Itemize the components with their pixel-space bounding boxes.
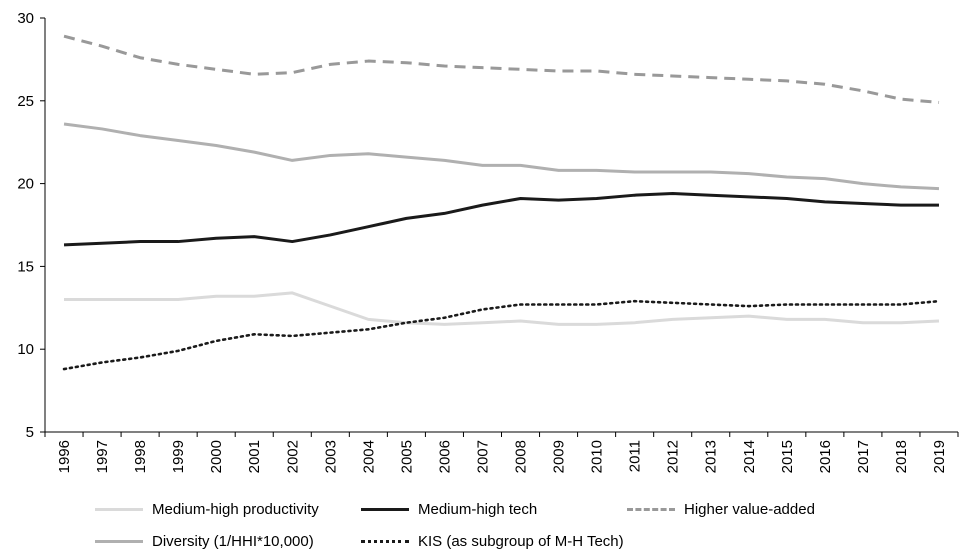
x-tick-label: 2013 <box>703 440 720 473</box>
series-layer <box>62 34 941 371</box>
y-tick-label: 5 <box>26 424 34 441</box>
series-line-medium-high-tech <box>63 192 939 247</box>
x-tick-label: 2015 <box>779 440 796 473</box>
x-tick-label: 2014 <box>741 440 758 473</box>
x-tick-label: 2003 <box>322 440 339 473</box>
series-line-diversity-1-hhi-10-000 <box>63 122 940 191</box>
x-tick-label: 2002 <box>284 440 301 473</box>
y-tick-label: 30 <box>17 10 34 27</box>
x-tick-label: 2012 <box>665 440 682 473</box>
x-tick-label: 1999 <box>170 440 187 473</box>
x-tick-label: 2018 <box>893 440 910 473</box>
axes: 5 10 15 20 25 30 1996 1997 1998 1999 2000 2001 2002 2… <box>17 10 959 473</box>
x-tick-label: 1996 <box>56 440 73 473</box>
y-tick-label: 15 <box>17 258 34 275</box>
x-tick-label: 2006 <box>436 440 453 473</box>
x-tick-label: 2000 <box>208 440 225 473</box>
y-tick-label: 25 <box>17 93 34 110</box>
y-tick-label: 10 <box>17 341 34 358</box>
x-tick-label: 2007 <box>474 440 491 473</box>
x-tick-label: 2004 <box>360 440 377 473</box>
x-tick-label: 2011 <box>627 440 644 472</box>
y-tick-label: 20 <box>17 176 34 193</box>
x-tick-label: 2010 <box>589 440 606 473</box>
x-tick-label: 2008 <box>513 440 530 473</box>
x-tick-label: 2009 <box>551 440 568 473</box>
x-tick-label: 1997 <box>94 440 111 473</box>
x-tick-label: 2017 <box>855 440 872 473</box>
x-tick-label: 2016 <box>817 440 834 473</box>
x-tick-label: 2005 <box>398 440 415 473</box>
x-tick-label: 1998 <box>132 440 149 473</box>
series-line-medium-high-productivity <box>64 291 940 326</box>
series-line-kis-as-subgroup-of-m-h-tech <box>62 299 941 371</box>
x-tick-label: 2001 <box>246 440 263 473</box>
series-line-higher-value-added <box>63 34 940 104</box>
x-tick-label: 2019 <box>931 440 948 473</box>
